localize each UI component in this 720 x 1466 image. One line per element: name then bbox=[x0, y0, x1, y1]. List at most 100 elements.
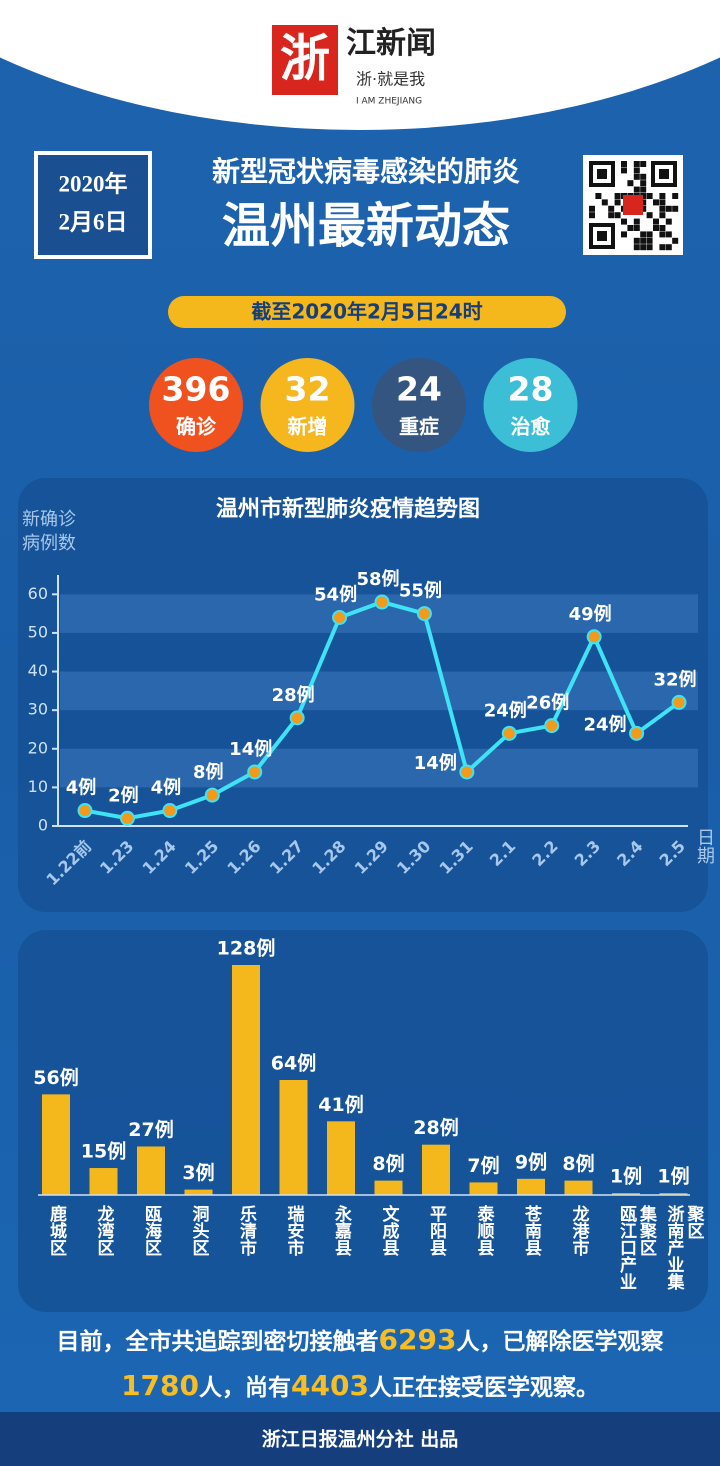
x-tick-label: 洞头区 bbox=[188, 1205, 209, 1256]
qr-finder bbox=[597, 231, 607, 241]
qr-dot bbox=[646, 237, 653, 244]
qr-dot bbox=[672, 193, 679, 199]
point bbox=[501, 725, 517, 741]
qr-dot bbox=[633, 237, 640, 244]
y-tick-label: 60 bbox=[28, 584, 48, 603]
qr-dot bbox=[640, 173, 647, 180]
stat-value: 28 bbox=[508, 370, 554, 409]
qr-dot bbox=[640, 237, 647, 244]
value-label: 54例 bbox=[314, 583, 357, 605]
logo-stamp bbox=[272, 25, 338, 95]
footer: 浙江日报温州分社 出品 bbox=[262, 1428, 459, 1451]
y-axis-label: 新确诊病例数 bbox=[22, 509, 76, 554]
qr-dot bbox=[665, 218, 672, 225]
qr-dot bbox=[601, 199, 608, 206]
as-of: 截至2020年2月5日24时 bbox=[251, 300, 482, 324]
qr-dot bbox=[659, 225, 666, 231]
footer-bar bbox=[0, 1412, 720, 1466]
bar bbox=[659, 1193, 688, 1195]
stat-value: 396 bbox=[162, 370, 231, 409]
point bbox=[289, 710, 305, 726]
stat-label: 治愈 bbox=[511, 415, 552, 439]
qr-dot bbox=[633, 161, 640, 167]
qr-dot bbox=[665, 205, 672, 212]
value-label: 41例 bbox=[318, 1093, 363, 1116]
qr-dot bbox=[659, 244, 666, 251]
point bbox=[204, 787, 220, 803]
grid-band bbox=[60, 671, 698, 711]
title-main: 温州最新动态 bbox=[222, 198, 510, 254]
qr-dot bbox=[633, 225, 640, 231]
value-label: 1例 bbox=[657, 1165, 689, 1188]
y-tick-label: 20 bbox=[28, 738, 48, 757]
qr-dot bbox=[621, 231, 627, 238]
value-label: 4例 bbox=[66, 777, 97, 799]
header-bg bbox=[0, 0, 720, 130]
x-tick-label: 浙南产业集聚区 bbox=[663, 1205, 704, 1290]
qr-dot bbox=[614, 199, 621, 206]
qr-dot bbox=[646, 212, 653, 219]
qr-dot bbox=[589, 205, 595, 212]
bar bbox=[422, 1144, 450, 1195]
y-tick-label: 40 bbox=[28, 661, 48, 680]
y-tick-label: 10 bbox=[28, 777, 48, 796]
date-box bbox=[34, 151, 152, 259]
stat-label: 确诊 bbox=[176, 415, 217, 439]
x-tick-label: 龙湾区 bbox=[93, 1205, 114, 1256]
qr-finder bbox=[597, 169, 607, 179]
stat-value: 32 bbox=[285, 370, 331, 409]
qr-dot bbox=[646, 244, 653, 251]
value-label: 9例 bbox=[515, 1150, 547, 1173]
value-label: 2例 bbox=[108, 784, 139, 806]
value-label: 27例 bbox=[128, 1118, 173, 1141]
chart-title: 温州市新型肺炎疫情趋势图 bbox=[216, 496, 480, 522]
logo-mark: 浙 bbox=[280, 30, 330, 88]
summary-number: 6293 bbox=[378, 1323, 457, 1356]
logo-en: I AM ZHEJIANG bbox=[356, 97, 422, 107]
value-label: 128例 bbox=[217, 937, 276, 960]
qr-dot bbox=[608, 205, 615, 212]
x-tick-label: 瓯江口产业集聚区 bbox=[616, 1205, 656, 1290]
value-label: 8例 bbox=[372, 1152, 404, 1175]
stat-label: 新增 bbox=[288, 415, 328, 439]
qr-dot bbox=[633, 186, 640, 193]
qr-dot bbox=[653, 225, 659, 231]
value-label: 28例 bbox=[413, 1116, 458, 1139]
stat-circle bbox=[372, 358, 466, 452]
x-tick-label: 泰顺县 bbox=[473, 1205, 494, 1256]
qr-dot bbox=[653, 218, 659, 225]
qr-dot bbox=[659, 193, 666, 199]
summary-text: 人正在接受医学观察。 bbox=[368, 1375, 599, 1401]
x-tick-label: 鹿城区 bbox=[46, 1205, 66, 1256]
bar bbox=[327, 1121, 355, 1195]
x-tick-label: 瓯海区 bbox=[141, 1205, 161, 1256]
qr-dot bbox=[665, 244, 672, 251]
qr-dot bbox=[672, 205, 679, 212]
value-label: 3例 bbox=[182, 1161, 214, 1184]
qr-dot bbox=[633, 244, 640, 251]
stat-value: 24 bbox=[396, 370, 442, 409]
logo-slogan: 浙·就是我 bbox=[356, 70, 425, 89]
date-day: 2月6日 bbox=[59, 209, 128, 234]
qr-dot bbox=[608, 212, 615, 219]
qr-dot bbox=[633, 218, 640, 225]
x-axis-label: 日期 bbox=[694, 828, 715, 864]
qr-dot bbox=[595, 193, 602, 199]
value-label: 32例 bbox=[653, 668, 696, 690]
qr-dot bbox=[659, 205, 666, 212]
stat-circle bbox=[483, 358, 578, 452]
value-label: 8例 bbox=[193, 761, 224, 783]
qr-dot bbox=[646, 193, 653, 199]
point bbox=[162, 803, 178, 819]
qr-dot bbox=[659, 199, 666, 206]
bar bbox=[517, 1178, 545, 1195]
qr-dot bbox=[659, 231, 666, 238]
point bbox=[459, 764, 475, 780]
bar bbox=[279, 1080, 308, 1195]
qr-code bbox=[583, 155, 683, 255]
stat-label: 重症 bbox=[399, 415, 439, 439]
qr-dot bbox=[640, 231, 647, 238]
x-tick-label: 苍南县 bbox=[521, 1205, 541, 1256]
x-tick-label: 文成县 bbox=[378, 1205, 399, 1256]
y-tick-label: 30 bbox=[28, 700, 48, 719]
